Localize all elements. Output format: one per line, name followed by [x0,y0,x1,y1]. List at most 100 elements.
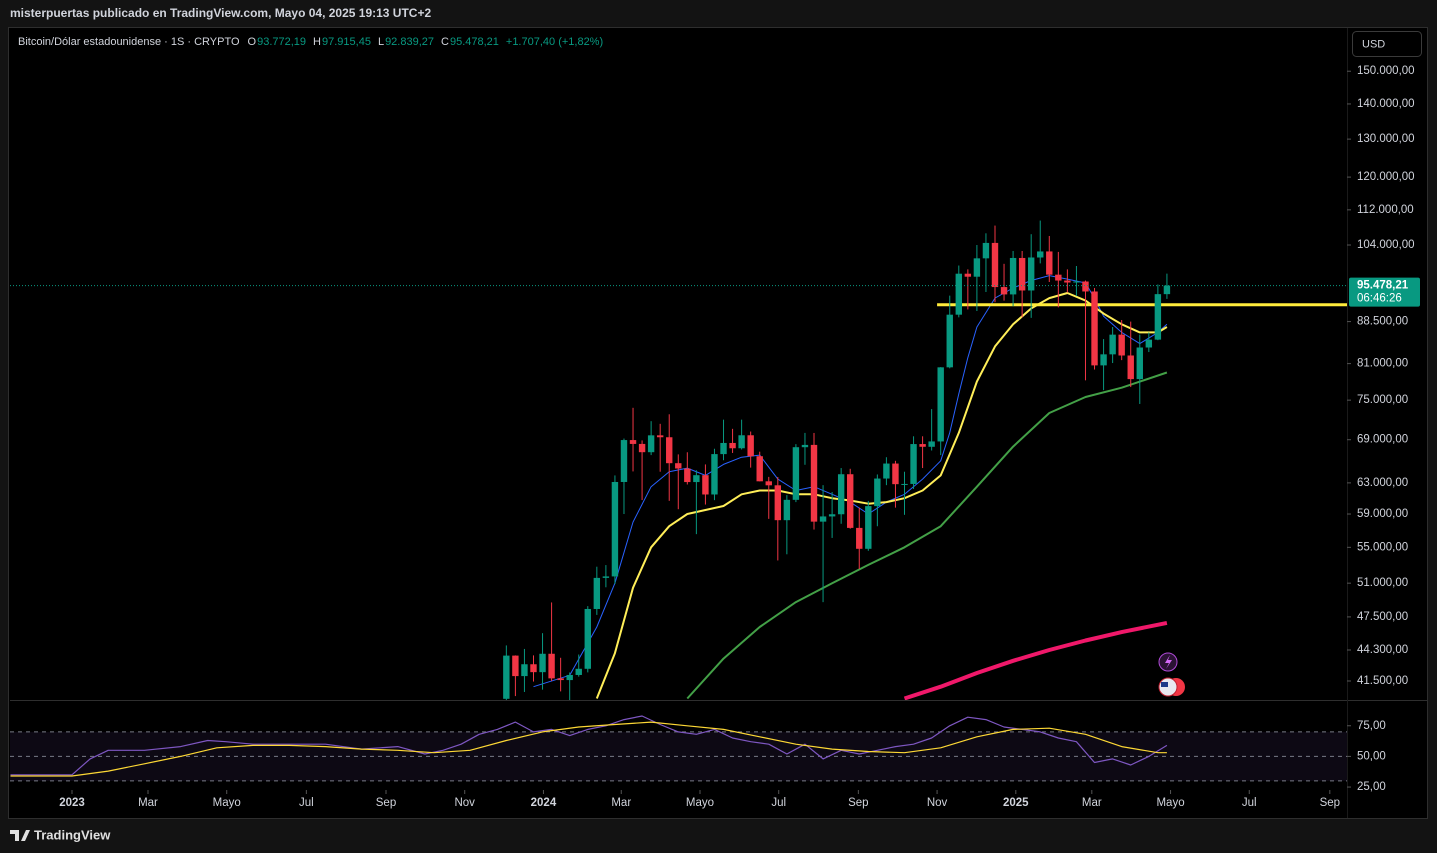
y-tick-label: 41.500,00 [1357,675,1408,687]
candle-body [1000,287,1008,295]
chart-frame [8,27,1428,819]
candle-body [1145,339,1153,348]
x-tick-label: Sep [848,797,868,809]
candle-body [1091,291,1098,366]
y-tick-label: 63.000,00 [1357,477,1408,489]
x-tick-label: Mayo [213,797,241,809]
y-tick-label: 75,00 [1357,720,1386,732]
ohlc-key: C [441,36,449,48]
candle-body [765,481,772,486]
x-tick-label: Mar [1082,797,1102,809]
x-tick-label: Mar [611,797,631,809]
y-tick-label: 120.000,00 [1357,171,1415,183]
rsi-line [10,715,1168,776]
currency-label[interactable]: USD [1362,38,1385,50]
ohlc-key: L [378,36,384,48]
y-tick-label: 130.000,00 [1357,133,1415,145]
y-tick-label: 150.000,00 [1357,65,1415,77]
last-price-box [1349,277,1420,307]
candle-body [901,483,908,485]
moving-average [595,292,1168,699]
candle-body [1118,334,1125,356]
candle-body [512,655,519,677]
candle-body [847,474,854,528]
candle-body [666,437,673,464]
x-tick-label: Jul [771,797,786,809]
candle-body [1154,294,1162,340]
x-tick-label: Mayo [686,797,714,809]
x-tick-label: Nov [454,797,475,809]
y-tick-label: 112.000,00 [1357,204,1414,216]
candle-body [819,516,827,522]
currency-button[interactable] [1352,31,1422,57]
candle-body [783,499,791,521]
price-pane [10,220,1347,700]
candle-body [865,506,872,549]
candle-body [1100,354,1107,366]
candle-body [856,527,863,549]
candle-body [521,664,528,677]
y-tick-label: 81.000,00 [1357,358,1408,370]
candle-body [919,444,926,447]
ohlc-key: H [313,36,321,48]
candle-body [883,463,890,479]
candle-body [1027,257,1035,291]
rsi-line [10,721,1167,777]
brand: TradingView [10,827,111,842]
candle-body [874,478,881,507]
candle-body [584,608,591,669]
candle-body [656,435,664,438]
x-tick-label: Jul [299,797,314,809]
x-tick-label: Jul [1242,797,1257,809]
candle-body [729,442,736,449]
candle-body [638,443,646,453]
candle-body [801,444,809,448]
candle-body [593,577,601,609]
candle-body [1037,251,1044,258]
ohlc-value: 93.772,19 [257,36,306,48]
candle-body [1136,347,1143,380]
candle-body [539,653,546,673]
candle-body [693,475,700,483]
candle-body [937,367,944,442]
candle-body [1109,334,1116,355]
publisher-line: misterpuertas publicado en TradingView.c… [10,6,431,20]
ohlc-value: 97.915,45 [322,36,371,48]
y-tick-label: 25,00 [1357,781,1386,793]
candle-body [620,440,628,482]
candle-body [964,273,972,277]
x-tick-label: Sep [376,797,396,809]
candle-body [629,440,637,444]
symbol-title: Bitcoin/Dólar estadounidense · 1S · CRYP… [18,36,240,48]
candle-body [828,514,836,517]
brand-name: TradingView [34,827,111,842]
lightning-icon [1165,655,1172,669]
candle-body [928,441,935,447]
legend: Bitcoin/Dólar estadounidense · 1S · CRYP… [18,36,603,48]
x-tick-label: 2023 [59,797,85,809]
ohlc-value: 95.478,21 [450,36,499,48]
candle-body [711,454,718,495]
x-tick-label: Nov [927,797,948,809]
flag-canton [1161,682,1168,687]
candle-body [910,444,917,484]
candle-body [747,435,754,457]
moving-average [903,620,1168,700]
candle-body [756,456,763,482]
candle-body [837,474,845,515]
y-tick-label: 47.500,00 [1357,611,1408,623]
candle-body [548,653,555,679]
change: +1.707,40 (+1,82%) [506,36,603,48]
candle-body [611,481,619,577]
candle-body [575,668,582,675]
ohlc-key: O [248,36,257,48]
candle-body [774,485,782,521]
candle-body [602,576,610,578]
y-tick-label: 104.000,00 [1357,239,1415,251]
candle-body [530,664,537,673]
candle-body [955,273,962,315]
candle-body [1064,280,1071,283]
candle-body [982,242,990,259]
